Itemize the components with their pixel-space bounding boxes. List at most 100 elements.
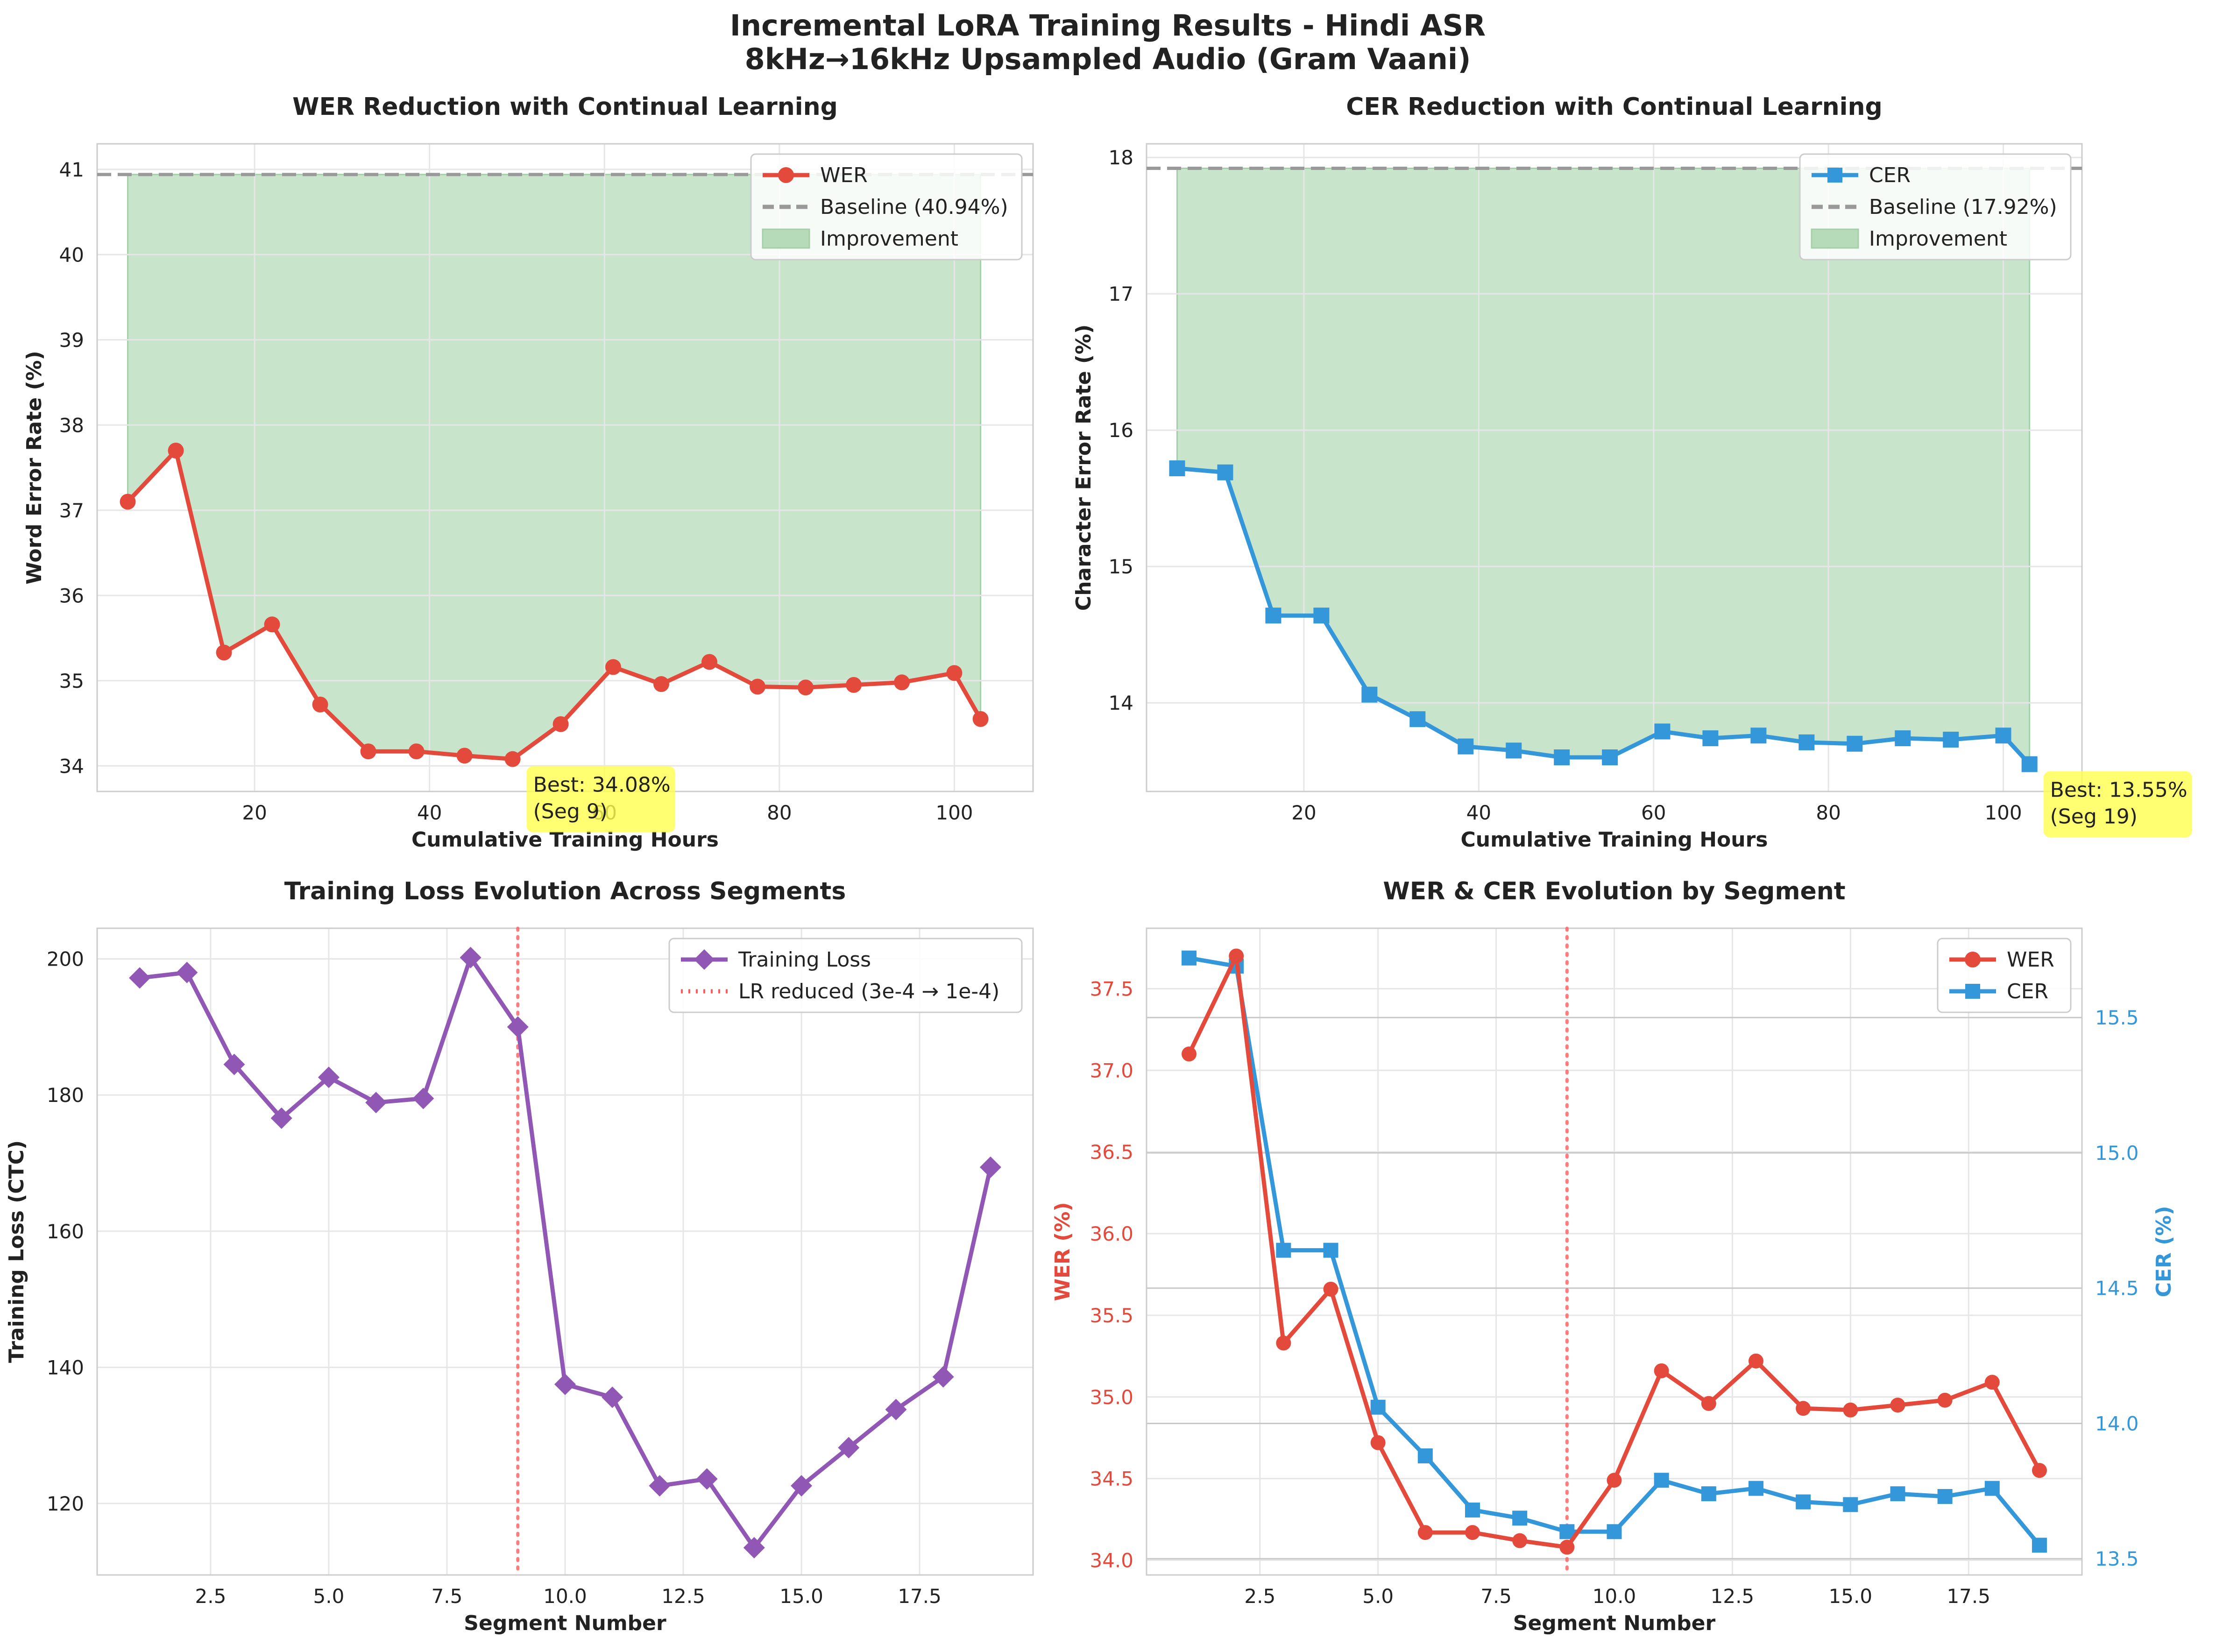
data-point bbox=[360, 743, 376, 760]
data-point bbox=[653, 676, 670, 692]
wer-data-point bbox=[1748, 1353, 1763, 1369]
wer-data-point bbox=[1843, 1402, 1858, 1418]
legend-label-improvement: Improvement bbox=[820, 227, 958, 251]
cer-data-point bbox=[1796, 1494, 1811, 1510]
legend-patch bbox=[1811, 228, 1859, 249]
y-tick-label: 34 bbox=[59, 755, 84, 777]
y-tick-label: 160 bbox=[47, 1220, 84, 1243]
y-tick-label: 35.5 bbox=[1090, 1304, 1133, 1327]
data-point bbox=[456, 748, 473, 764]
legend-marker bbox=[1827, 168, 1842, 183]
legend-label-baseline: Baseline (17.92%) bbox=[1869, 195, 2057, 219]
x-tick-label: 15.0 bbox=[1829, 1585, 1873, 1608]
data-point bbox=[2021, 756, 2038, 772]
best-annotation-segment: (Seg 9) bbox=[533, 800, 608, 824]
x-axis-label: Segment Number bbox=[1513, 1611, 1716, 1635]
data-point bbox=[1654, 723, 1671, 740]
data-point bbox=[979, 1156, 1001, 1178]
cer-data-point bbox=[1276, 1243, 1291, 1258]
data-point bbox=[1750, 727, 1767, 744]
x-tick-label: 40 bbox=[1466, 801, 1491, 824]
cer-data-point bbox=[1748, 1481, 1763, 1496]
y-tick-label: 15 bbox=[1109, 555, 1133, 578]
legend-label-series: Training Loss bbox=[738, 948, 871, 972]
legend-marker bbox=[1965, 952, 1981, 967]
legend-box bbox=[668, 938, 1023, 1013]
y-tick-label: 120 bbox=[47, 1492, 84, 1515]
charts-container: 20 40 60 80 100 34 35 36 37 38 39 40 41 WER Reduction… bbox=[5, 93, 2192, 1635]
y-tick-label: 38 bbox=[59, 414, 84, 437]
data-point bbox=[1361, 686, 1378, 703]
data-point bbox=[750, 678, 766, 695]
legend-label-improvement: Improvement bbox=[1869, 227, 2007, 251]
wer-data-point bbox=[1796, 1401, 1811, 1416]
data-point bbox=[504, 751, 521, 767]
y-right-tick-label: 14.5 bbox=[2095, 1277, 2139, 1300]
x-tick-label: 15.0 bbox=[779, 1585, 823, 1608]
x-tick-label: 10.0 bbox=[543, 1585, 587, 1608]
y-tick-label: 18 bbox=[1109, 146, 1133, 169]
wer-data-point bbox=[2032, 1463, 2047, 1478]
x-tick-label: 80 bbox=[1816, 801, 1841, 824]
data-point bbox=[408, 743, 425, 760]
cer-data-point bbox=[1937, 1489, 1953, 1504]
y-axis-label: WER (%) bbox=[1051, 1202, 1075, 1301]
best-annotation-value: Best: 34.08% bbox=[533, 773, 671, 797]
y-tick-label: 35.0 bbox=[1090, 1386, 1133, 1409]
data-point bbox=[894, 674, 910, 691]
x-tick-label: 17.5 bbox=[1947, 1585, 1990, 1608]
suptitle-line1: Incremental LoRA Training Results - Hind… bbox=[730, 8, 1486, 42]
cer-data-point bbox=[1465, 1502, 1480, 1518]
x-axis-label: Segment Number bbox=[464, 1611, 666, 1635]
x-tick-label: 2.5 bbox=[195, 1585, 227, 1608]
chart-title: WER Reduction with Continual Learning bbox=[292, 93, 838, 121]
cer-data-point bbox=[1654, 1473, 1669, 1488]
data-point bbox=[168, 443, 184, 459]
data-point bbox=[1313, 607, 1330, 624]
data-point bbox=[791, 1475, 813, 1497]
data-point bbox=[460, 946, 481, 968]
data-point bbox=[1895, 730, 1911, 747]
wer-data-point bbox=[1701, 1396, 1716, 1411]
data-point bbox=[1798, 734, 1815, 750]
chart-title: WER & CER Evolution by Segment bbox=[1383, 877, 1845, 905]
y-axis-label: Word Error Rate (%) bbox=[22, 351, 46, 584]
legend-label-series: WER bbox=[820, 163, 868, 187]
y-tick-label: 36.5 bbox=[1090, 1141, 1133, 1164]
x-tick-label: 20 bbox=[242, 801, 267, 824]
loss-panel: 2.5 5.0 7.5 10.0 12.5 15.0 17.5 120 140 160 180 200… bbox=[5, 877, 1034, 1635]
data-point bbox=[838, 1437, 860, 1459]
suptitle-line2: 8kHz→16kHz Upsampled Audio (Gram Vaani) bbox=[745, 42, 1471, 76]
best-annotation-segment: (Seg 19) bbox=[2050, 805, 2138, 829]
x-tick-label: 12.5 bbox=[661, 1585, 705, 1608]
x-axis-label: Cumulative Training Hours bbox=[1461, 828, 1768, 852]
legend-marker bbox=[778, 167, 794, 183]
chart-title: CER Reduction with Continual Learning bbox=[1346, 93, 1882, 121]
wer-data-point bbox=[1417, 1525, 1433, 1540]
legend-box bbox=[750, 153, 1023, 261]
y-tick-label: 37.5 bbox=[1090, 977, 1133, 1000]
x-tick-label: 40 bbox=[417, 801, 442, 824]
best-annotation-box bbox=[526, 766, 675, 833]
data-point bbox=[270, 1107, 292, 1129]
data-point bbox=[554, 1373, 576, 1395]
data-point bbox=[846, 677, 862, 693]
y-right-axis-label: CER (%) bbox=[2152, 1206, 2176, 1298]
y-tick-label: 40 bbox=[59, 243, 84, 266]
y-tick-label: 36.0 bbox=[1090, 1222, 1133, 1245]
data-point bbox=[1409, 711, 1426, 727]
data-point bbox=[1458, 738, 1474, 755]
wer-data-point bbox=[1890, 1398, 1905, 1413]
cer-data-point bbox=[1701, 1486, 1716, 1502]
data-point bbox=[1702, 730, 1719, 747]
cer-data-point bbox=[1512, 1511, 1528, 1526]
legend-marker bbox=[694, 949, 715, 970]
cer-data-point bbox=[1417, 1448, 1433, 1464]
cer-data-point bbox=[1607, 1524, 1622, 1539]
y-tick-label: 37.0 bbox=[1090, 1059, 1133, 1082]
data-point bbox=[605, 659, 622, 675]
data-point bbox=[602, 1386, 623, 1408]
wer-data-point bbox=[1323, 1281, 1338, 1297]
wer-data-point bbox=[1559, 1539, 1575, 1555]
